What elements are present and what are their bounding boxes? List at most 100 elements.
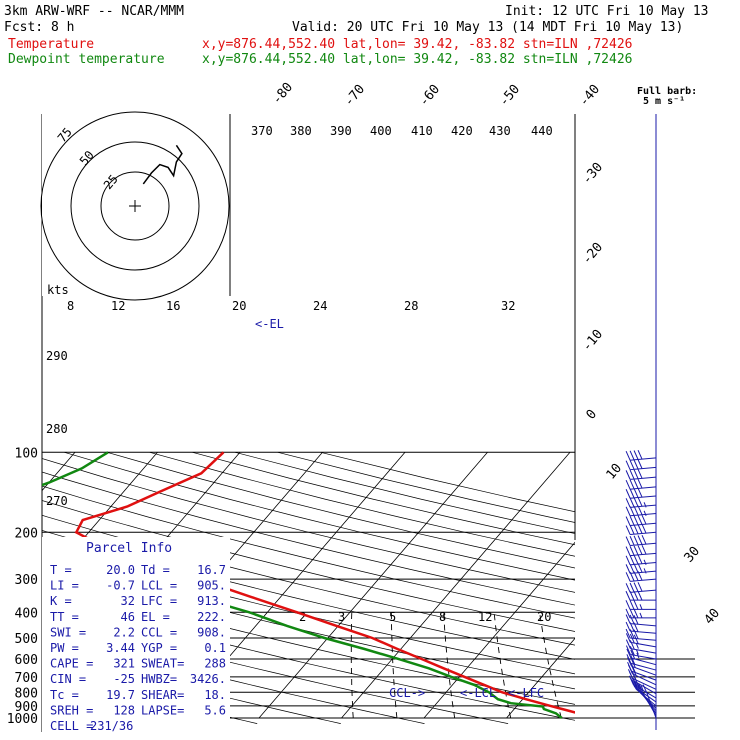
pressure-tick-700: 700	[15, 671, 38, 686]
parcel-key: CELL =	[50, 719, 93, 733]
temperature-trace	[74, 451, 575, 714]
theta-label-2: 390	[330, 124, 352, 138]
parcel-key: LFC =	[141, 594, 177, 608]
wind-barb-flag	[637, 524, 643, 534]
wind-barb-flag	[637, 582, 643, 592]
wind-barb-flag	[637, 478, 643, 489]
wind-barb-flag	[633, 608, 639, 619]
wind-barb-flag	[633, 545, 639, 556]
wind-barb-flag	[629, 524, 635, 535]
parcel-key: SHEAR=	[141, 688, 184, 702]
mixing-ratio-label-3: 8	[439, 610, 446, 624]
mixing-ratio-line	[443, 612, 456, 719]
wind-barb-flag	[633, 450, 639, 460]
isotherm-line	[258, 452, 488, 719]
pressure-tick-900: 900	[15, 700, 38, 715]
theta-label-1: 380	[290, 124, 312, 138]
isotherm-label-4: -40	[577, 82, 604, 110]
parcel-value: 46	[121, 610, 135, 624]
wind-barb	[630, 630, 657, 634]
wind-key-title: Full barb:	[637, 86, 697, 97]
lcl-marker: <-LCL	[460, 686, 496, 700]
wind-barb-flag	[629, 479, 635, 490]
wind-barb	[630, 648, 657, 654]
wind-barb-flag	[633, 590, 639, 601]
wind-barb-flag	[631, 670, 637, 681]
wind-barb-flag	[625, 536, 631, 546]
wind-barb-flag	[637, 459, 643, 469]
wind-barb-flag	[637, 563, 643, 573]
wind-barb-flag	[625, 450, 631, 461]
wind-barb-flag	[625, 628, 631, 639]
mixing-ratio-label-1: 3	[338, 610, 345, 624]
theta-label-6: 430	[489, 124, 511, 138]
hodograph: 25 50 75	[40, 111, 231, 301]
wind-barb-flag	[625, 590, 631, 601]
parcel-key: CIN =	[50, 672, 86, 686]
pressure-tick-800: 800	[15, 686, 38, 701]
isotherm-label-5: -30	[580, 160, 607, 188]
parcel-value: 19.7	[106, 688, 135, 702]
isotherm-line	[341, 452, 571, 719]
wind-barb	[630, 495, 657, 499]
isotherm-label-0: -80	[270, 80, 297, 108]
theta-label-7: 440	[531, 124, 553, 138]
hodograph-speed-label-4: 20	[232, 299, 246, 313]
wind-barb-half-flag	[635, 643, 639, 649]
wind-barb-flag	[625, 564, 631, 574]
dewpoint-trace	[42, 451, 563, 719]
parcel-value: 20.0	[106, 563, 135, 577]
wind-barb-flag	[629, 646, 635, 656]
isotherm-label-6: -20	[580, 240, 607, 268]
wind-barb	[630, 578, 657, 582]
wind-barb-flag	[630, 655, 636, 665]
wind-barb	[630, 623, 657, 627]
wind-barb	[630, 589, 657, 593]
wind-barb-flag	[641, 544, 647, 555]
wind-barb-flag	[629, 506, 635, 516]
wind-barb-flag	[629, 600, 635, 610]
wind-barb	[630, 466, 657, 471]
hodograph-speed-label-3: 16	[166, 299, 180, 313]
wind-barb-flag	[637, 469, 643, 479]
wind-barb-flag	[625, 645, 631, 655]
wind-barb-flag	[625, 498, 631, 508]
parcel-value: 913.	[197, 594, 226, 608]
wind-barb	[630, 654, 657, 660]
wind-barb-flag	[625, 583, 631, 593]
parcel-value: 231/36	[90, 719, 133, 733]
dry-adiabat	[42, 500, 575, 632]
hodograph-speed-label-2: 12	[111, 299, 125, 313]
parcel-key: LCL =	[141, 579, 177, 593]
pressure-tick-600: 600	[15, 653, 38, 668]
pressure-tick-100: 100	[15, 446, 38, 461]
parcel-key: K =	[50, 594, 72, 608]
parcel-value: 222.	[197, 610, 226, 624]
wind-barb-flag	[630, 663, 636, 673]
theta-label-0: 370	[251, 124, 273, 138]
parcel-value: 905.	[197, 579, 226, 593]
wind-barb-flag	[625, 639, 631, 649]
wind-barb	[630, 457, 657, 461]
dry-adiabat	[64, 451, 575, 581]
wind-barb-flag	[633, 600, 639, 610]
isotherm-label-2: -60	[417, 82, 444, 110]
wind-barb-flag	[637, 449, 643, 460]
wind-barb-flag	[633, 488, 639, 498]
isotherm-line	[423, 541, 575, 719]
dry-adiabat	[42, 595, 575, 721]
wind-barb	[635, 688, 657, 707]
isotherm-label-11: 40	[702, 606, 724, 628]
wind-barb	[630, 522, 657, 527]
hodograph-ring-50	[70, 141, 200, 271]
pressure-tick-500: 500	[15, 632, 38, 647]
isotherm-line	[506, 637, 575, 719]
wind-barb-flag	[633, 497, 639, 507]
parcel-value: 128	[113, 703, 135, 717]
wind-barb-flag	[637, 545, 643, 555]
wind-barb-flag	[629, 640, 635, 650]
theta-label-4: 410	[411, 124, 433, 138]
wind-barb	[630, 504, 657, 508]
wind-barb-flag	[625, 621, 631, 632]
